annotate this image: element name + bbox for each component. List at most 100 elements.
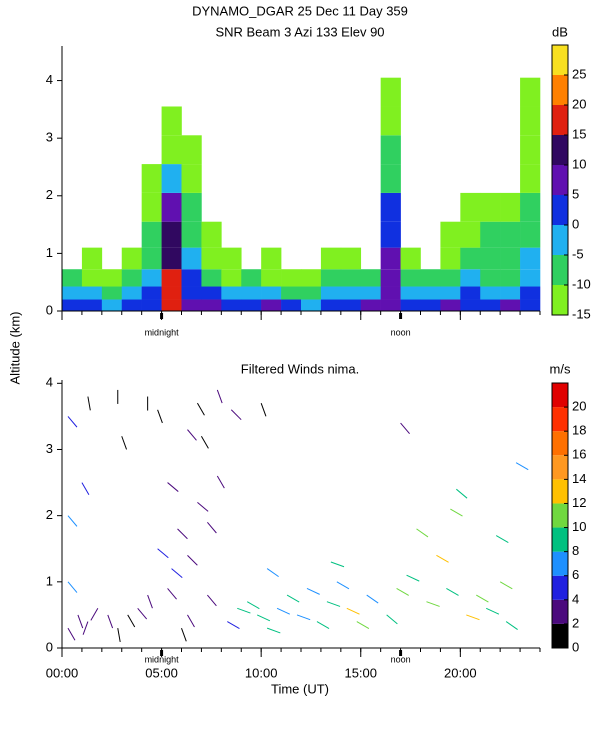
colorbar-tick-label: 14 — [572, 471, 586, 486]
wind-barb — [67, 515, 78, 527]
wind-barb — [505, 621, 518, 630]
chart-title: DYNAMO_DGAR 25 Dec 11 Day 359 — [192, 3, 408, 18]
colorbar-bin — [552, 45, 568, 75]
snr-cell — [380, 192, 401, 222]
snr-cell — [380, 164, 401, 193]
colorbar-tick-label: -15 — [572, 306, 591, 321]
colorbar-tick-label: 20 — [572, 96, 586, 111]
snr-cell — [241, 286, 262, 300]
colorbar-bin — [552, 195, 568, 225]
snr-cell — [181, 269, 202, 287]
colorbar-tick-label: 4 — [572, 591, 579, 606]
snr-cell — [400, 299, 421, 311]
x-axis-label: Time (UT) — [271, 681, 329, 696]
snr-cell — [460, 286, 481, 300]
colorbar-tick-label: 10 — [572, 156, 586, 171]
snr-cell — [261, 286, 282, 300]
wind-barb — [171, 568, 183, 578]
snr-cell — [141, 269, 162, 287]
snr-cell — [420, 286, 441, 300]
snr-cell — [261, 247, 282, 270]
snr-cell — [241, 269, 262, 287]
wind-barb — [436, 554, 449, 563]
wind-barb — [167, 482, 179, 492]
colorbar-bin — [552, 455, 568, 480]
snr-cell — [181, 192, 202, 222]
snr-cell — [520, 299, 541, 311]
snr-cell — [340, 269, 362, 287]
snr-cell — [261, 299, 282, 311]
snr-cell — [161, 269, 182, 287]
snr-cell — [281, 286, 302, 300]
snr-cell — [201, 286, 222, 300]
snr-cell — [440, 247, 461, 270]
wind-barb — [356, 621, 370, 629]
x-tick-label: 00:00 — [46, 665, 79, 680]
wind-barb — [177, 528, 188, 540]
colorbar-frame — [551, 44, 569, 316]
snr-cell — [520, 164, 541, 193]
wind-barb — [82, 621, 89, 635]
y-tick-label: 4 — [46, 375, 53, 390]
colorbar-bin — [552, 575, 568, 600]
colorbar-tick-label: 20 — [572, 399, 586, 414]
snr-cell — [480, 269, 501, 287]
snr-cell — [161, 221, 182, 248]
colorbar-tick-label: 2 — [572, 615, 579, 630]
snr-cell — [221, 247, 242, 270]
snr-cell — [520, 135, 541, 165]
wind-barb — [200, 435, 209, 449]
colorbar-bin — [552, 599, 568, 624]
x-tick-label: 20:00 — [444, 665, 477, 680]
wind-barb — [67, 627, 76, 641]
wind-barb — [216, 389, 223, 404]
snr-cell — [520, 286, 541, 300]
wind-barb — [187, 555, 198, 566]
wind-barb — [157, 409, 163, 424]
snr-cell — [161, 135, 182, 165]
snr-cell — [141, 221, 162, 248]
wind-barb — [466, 614, 480, 621]
colorbar-tick-label: 16 — [572, 447, 586, 462]
wind-barb — [121, 436, 128, 450]
snr-cell — [520, 77, 541, 107]
snr-cell — [440, 286, 461, 300]
snr-cell — [161, 247, 182, 270]
colorbar-tick-label: 15 — [572, 126, 586, 141]
snr-cell — [221, 299, 242, 311]
snr-cell — [500, 247, 521, 270]
snr-cell — [320, 269, 342, 287]
colorbar-tick-label: 0 — [572, 216, 579, 231]
wind-barb — [456, 488, 468, 499]
colorbar-bin — [552, 255, 568, 285]
wind-barb — [127, 614, 136, 628]
wind-barb — [260, 402, 267, 417]
wind-barb — [446, 588, 459, 596]
colorbar-tick-label: 5 — [572, 186, 579, 201]
snr-cell — [161, 286, 182, 300]
snr-cell — [460, 247, 481, 270]
wind-barb — [181, 627, 187, 642]
snr-cell — [161, 106, 182, 136]
snr-cell — [62, 286, 83, 300]
snr-cell — [360, 269, 381, 287]
snr-cell — [440, 221, 461, 248]
snr-cell — [101, 286, 123, 300]
colorbar-bin — [552, 503, 568, 528]
wind-barb — [499, 581, 513, 590]
snr-cell — [121, 299, 142, 311]
wind-barb — [77, 614, 84, 629]
snr-cell — [480, 286, 501, 300]
wind-barb — [346, 607, 360, 615]
snr-cell — [440, 299, 461, 311]
x-tick-label: 10:00 — [245, 665, 278, 680]
y-axis-label: Altitude (km) — [7, 312, 22, 385]
wind-barb — [296, 614, 311, 621]
snr-cell — [340, 299, 362, 311]
colorbar-bin — [552, 225, 568, 255]
colorbar-bin — [552, 431, 568, 456]
panel-title: Filtered Winds nima. — [241, 361, 359, 376]
wind-barb — [81, 482, 90, 495]
wind-barb — [67, 416, 78, 428]
colorbar-label: dB — [552, 24, 568, 39]
